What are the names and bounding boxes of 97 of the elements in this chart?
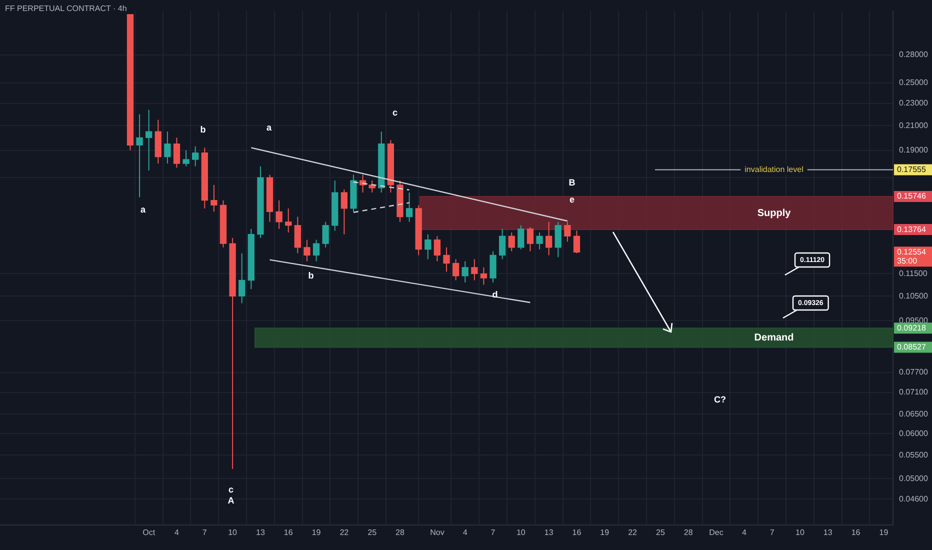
annotation: c xyxy=(392,107,398,118)
candlestick xyxy=(434,236,441,262)
text: 0.08527 xyxy=(897,342,926,352)
x-tick-label: 19 xyxy=(879,528,889,538)
y-tick-label: 0.07700 xyxy=(899,368,928,377)
y-tick-label: 0.04600 xyxy=(899,494,928,504)
x-tick-label: 4 xyxy=(462,528,468,538)
candlestick xyxy=(146,109,152,171)
text: 0.12554 xyxy=(897,247,926,256)
x-tick-label: Oct xyxy=(142,528,156,538)
x-tick-label: 10 xyxy=(516,528,526,538)
annotation: A xyxy=(228,495,235,506)
x-tick-label: 13 xyxy=(544,528,554,538)
candlestick xyxy=(508,232,515,252)
candlestick xyxy=(452,258,460,281)
candlestick xyxy=(285,208,292,233)
candlestick xyxy=(406,192,413,222)
y-tick-label: 0.28000 xyxy=(899,50,928,60)
candlestick xyxy=(490,250,496,283)
chart-title: FF PERPETUAL CONTRACT · 4h xyxy=(5,4,127,13)
candlestick xyxy=(276,200,282,230)
annotation: b xyxy=(308,270,314,280)
x-tick-label: 7 xyxy=(202,528,208,538)
x-tick-label: 25 xyxy=(656,528,666,538)
x-tick-label: 7 xyxy=(770,528,775,538)
x-tick-label: 25 xyxy=(368,528,378,538)
candlestick xyxy=(164,131,171,164)
annotation: c xyxy=(228,484,234,494)
candlestick xyxy=(471,258,478,281)
y-tick-label: 0.11500 xyxy=(899,268,928,278)
x-tick-label: 19 xyxy=(600,528,610,538)
y-tick-label: 0.05000 xyxy=(899,474,928,483)
ref-line-label: invalidation level xyxy=(744,164,804,174)
annotation: a xyxy=(140,204,146,214)
y-tick-label: 0.06500 xyxy=(899,409,928,418)
x-tick-label: 28 xyxy=(684,528,694,538)
text: 0.13764 xyxy=(897,224,926,234)
candlestick xyxy=(545,221,552,256)
annotation: C? xyxy=(714,394,726,404)
x-tick-label: 28 xyxy=(396,528,405,538)
x-tick-label: 7 xyxy=(490,528,496,538)
candlestick xyxy=(322,221,329,248)
x-tick-label: 4 xyxy=(174,528,180,538)
annotation: b xyxy=(200,124,206,134)
x-tick-label: 4 xyxy=(742,528,747,538)
annotation: e xyxy=(569,194,575,204)
y-tick-label: 0.23000 xyxy=(899,98,928,108)
text: 0.09218 xyxy=(897,323,926,332)
candlestick xyxy=(304,239,310,262)
band-label: Supply xyxy=(757,208,792,219)
x-tick-label: 13 xyxy=(823,528,833,538)
candlestick xyxy=(424,234,432,260)
x-tick-label: 16 xyxy=(284,528,294,538)
x-tick-label: 10 xyxy=(796,528,805,538)
candlestick xyxy=(518,224,524,250)
candlestick xyxy=(210,184,218,212)
y-tick-label: 0.25000 xyxy=(899,78,928,87)
x-tick-label: 22 xyxy=(340,528,350,538)
y-tick-label: 0.10500 xyxy=(899,291,928,300)
y-tick-label: 0.19000 xyxy=(899,145,928,154)
x-tick-label: 16 xyxy=(851,528,861,538)
candlestick xyxy=(526,226,534,252)
x-tick-label: 10 xyxy=(228,528,238,538)
candlestick xyxy=(368,180,376,194)
candlestick xyxy=(443,246,450,272)
candlestick xyxy=(340,188,348,235)
candlestick xyxy=(536,232,543,250)
candlestick xyxy=(498,228,506,260)
candlestick xyxy=(564,221,571,242)
candlestick xyxy=(238,252,246,304)
candlestick xyxy=(462,260,468,283)
candlestick xyxy=(359,174,366,194)
x-tick-label: Nov xyxy=(430,528,444,538)
candlestick xyxy=(192,146,199,167)
text: 35:00 xyxy=(897,256,918,266)
candlestick xyxy=(294,216,301,254)
candlestick xyxy=(312,239,320,262)
text: 0.17555 xyxy=(897,164,926,174)
candlestick xyxy=(554,221,562,258)
candlestick xyxy=(573,230,580,254)
annotation: B xyxy=(568,177,576,188)
candlestick xyxy=(173,137,180,168)
annotation: a xyxy=(266,122,272,132)
y-tick-label: 0.07100 xyxy=(899,388,928,397)
y-tick-label: 0.21000 xyxy=(899,120,928,130)
x-tick-label: 13 xyxy=(256,528,266,538)
y-tick-label: 0.06000 xyxy=(899,428,928,438)
x-tick-label: 16 xyxy=(572,528,582,538)
x-tick-label: 22 xyxy=(628,528,638,538)
text: 0.15746 xyxy=(897,192,926,201)
candlestick xyxy=(136,114,143,198)
x-tick-label: 19 xyxy=(312,528,322,538)
candlestick xyxy=(182,150,190,167)
candlestick xyxy=(480,266,488,286)
y-tick-label: 0.05500 xyxy=(899,450,928,460)
band-label: Demand xyxy=(754,332,794,344)
x-tick-label: Dec xyxy=(709,528,724,538)
